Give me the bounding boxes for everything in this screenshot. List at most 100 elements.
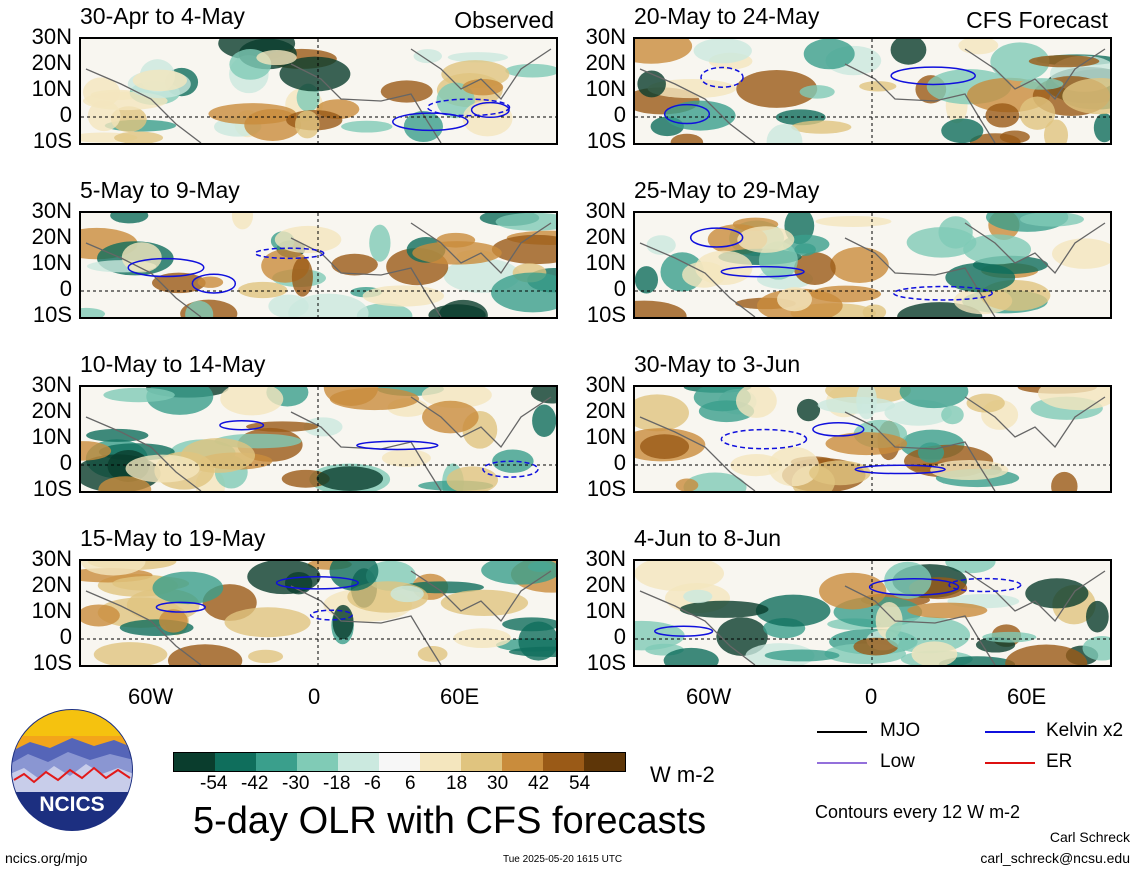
colorbar-swatch bbox=[543, 753, 584, 771]
colorbar-swatch bbox=[215, 753, 256, 771]
colorbar-tick-label: 30 bbox=[487, 773, 509, 794]
lat-label: 20N bbox=[31, 224, 72, 249]
colorbar-swatch bbox=[297, 753, 338, 771]
lat-label: 20N bbox=[585, 224, 626, 249]
lat-label: 10N bbox=[31, 250, 72, 275]
lat-label: 20N bbox=[31, 50, 72, 75]
lat-label: 20N bbox=[585, 572, 626, 597]
lat-label: 0 bbox=[59, 624, 72, 649]
lat-label: 0 bbox=[59, 450, 72, 475]
colorbar-tick-label: -18 bbox=[323, 773, 351, 794]
olr-map-right-3 bbox=[633, 385, 1112, 493]
panel-title-left-3: 10-May to 14-May bbox=[80, 351, 266, 377]
figure-title: 5-day OLR with CFS forecasts bbox=[193, 800, 707, 842]
colorbar-swatch bbox=[420, 753, 461, 771]
lat-label: 20N bbox=[585, 398, 626, 423]
lat-label: 30N bbox=[31, 546, 72, 571]
lat-label: 30N bbox=[31, 372, 72, 397]
svg-text:NCICS: NCICS bbox=[39, 793, 104, 816]
lat-label: 10S bbox=[586, 650, 626, 675]
colorbar-tick-label: 6 bbox=[405, 773, 416, 794]
colorbar-swatch bbox=[461, 753, 502, 771]
footer-timestamp: Tue 2025-05-20 1615 UTC bbox=[503, 854, 623, 865]
panel-title-right-1: 20-May to 24-May bbox=[634, 3, 820, 29]
colorbar-tick-label: 18 bbox=[446, 773, 468, 794]
legend-low-line bbox=[817, 762, 867, 764]
colorbar-units: W m-2 bbox=[650, 762, 715, 787]
legend-kelvin-label: Kelvin x2 bbox=[1046, 720, 1124, 741]
lon-label-0-left: 0 bbox=[308, 684, 321, 709]
lon-label-60e-right: 60E bbox=[1007, 684, 1047, 709]
lat-label: 10S bbox=[32, 476, 72, 501]
colorbar-swatch bbox=[338, 753, 379, 771]
footer-email[interactable]: carl_schreck@ncsu.edu bbox=[980, 850, 1130, 866]
lat-label: 10N bbox=[585, 424, 626, 449]
lat-label: 30N bbox=[585, 546, 626, 571]
footer-site[interactable]: ncics.org/mjo bbox=[5, 850, 88, 866]
lat-label: 0 bbox=[613, 276, 626, 301]
colorbar-swatch bbox=[379, 753, 420, 771]
colorbar-tick-label: -30 bbox=[282, 773, 310, 794]
lat-label: 10N bbox=[31, 424, 72, 449]
legend-mjo-label: MJO bbox=[880, 720, 921, 741]
lat-label: 30N bbox=[31, 198, 72, 223]
lat-label: 20N bbox=[31, 572, 72, 597]
olr-map-right-1 bbox=[633, 37, 1112, 145]
lat-label: 30N bbox=[585, 372, 626, 397]
lat-label: 10S bbox=[586, 128, 626, 153]
lat-label: 20N bbox=[585, 50, 626, 75]
panel-title-right-4: 4-Jun to 8-Jun bbox=[634, 525, 782, 551]
colorbar-swatch bbox=[502, 753, 543, 771]
lat-label: 10N bbox=[585, 250, 626, 275]
panel-title-left-2: 5-May to 9-May bbox=[80, 177, 240, 203]
panel-title-left-1: 30-Apr to 4-May bbox=[80, 3, 245, 29]
lat-label: 10S bbox=[586, 302, 626, 327]
lat-label: 30N bbox=[31, 24, 72, 49]
lat-label: 0 bbox=[613, 450, 626, 475]
lat-label: 10N bbox=[585, 76, 626, 101]
legend-mjo-line bbox=[817, 731, 867, 733]
lat-label: 0 bbox=[59, 102, 72, 127]
lat-label: 10S bbox=[32, 302, 72, 327]
colorbar-tick-label: -6 bbox=[364, 773, 381, 794]
lat-label: 10N bbox=[31, 76, 72, 101]
olr-map-right-4 bbox=[633, 559, 1112, 667]
panel-title-right-2: 25-May to 29-May bbox=[634, 177, 820, 203]
legend-er-label: ER bbox=[1046, 751, 1073, 772]
lat-label: 10N bbox=[31, 598, 72, 623]
lat-label: 10S bbox=[586, 476, 626, 501]
colorbar-swatch bbox=[584, 753, 625, 771]
lat-label: 0 bbox=[613, 102, 626, 127]
legend-kelvin-line bbox=[985, 731, 1035, 733]
colorbar-swatch bbox=[174, 753, 215, 771]
panel-source-label-right: CFS Forecast bbox=[966, 7, 1108, 33]
lon-label-0-right: 0 bbox=[865, 684, 878, 709]
lon-label-60w-right: 60W bbox=[686, 684, 732, 709]
lat-label: 0 bbox=[59, 276, 72, 301]
lat-label: 30N bbox=[585, 24, 626, 49]
colorbar bbox=[173, 752, 626, 772]
colorbar-tick-label: -54 bbox=[200, 773, 228, 794]
lon-label-60e-left: 60E bbox=[440, 684, 480, 709]
panel-source-label-left: Observed bbox=[454, 7, 554, 33]
ncics-logo: NCICS bbox=[10, 708, 134, 832]
footer-author: Carl Schreck bbox=[1049, 829, 1130, 845]
lat-label: 10S bbox=[32, 128, 72, 153]
colorbar-tick-label: 54 bbox=[569, 773, 591, 794]
lat-label: 20N bbox=[31, 398, 72, 423]
panel-title-left-4: 15-May to 19-May bbox=[80, 525, 266, 551]
colorbar-swatch bbox=[256, 753, 297, 771]
contour-interval-note: Contours every 12 W m-2 bbox=[815, 802, 1021, 822]
lon-label-60w-left: 60W bbox=[128, 684, 174, 709]
lat-label: 10S bbox=[32, 650, 72, 675]
olr-map-left-4 bbox=[79, 559, 558, 667]
colorbar-tick-label: 42 bbox=[528, 773, 550, 794]
olr-map-left-2 bbox=[79, 211, 558, 319]
lat-label: 30N bbox=[585, 198, 626, 223]
legend-er-line bbox=[985, 762, 1035, 764]
panel-title-right-3: 30-May to 3-Jun bbox=[634, 351, 801, 377]
lat-label: 0 bbox=[613, 624, 626, 649]
lat-label: 10N bbox=[585, 598, 626, 623]
olr-map-left-1 bbox=[79, 37, 558, 145]
legend-low-label: Low bbox=[880, 751, 915, 772]
